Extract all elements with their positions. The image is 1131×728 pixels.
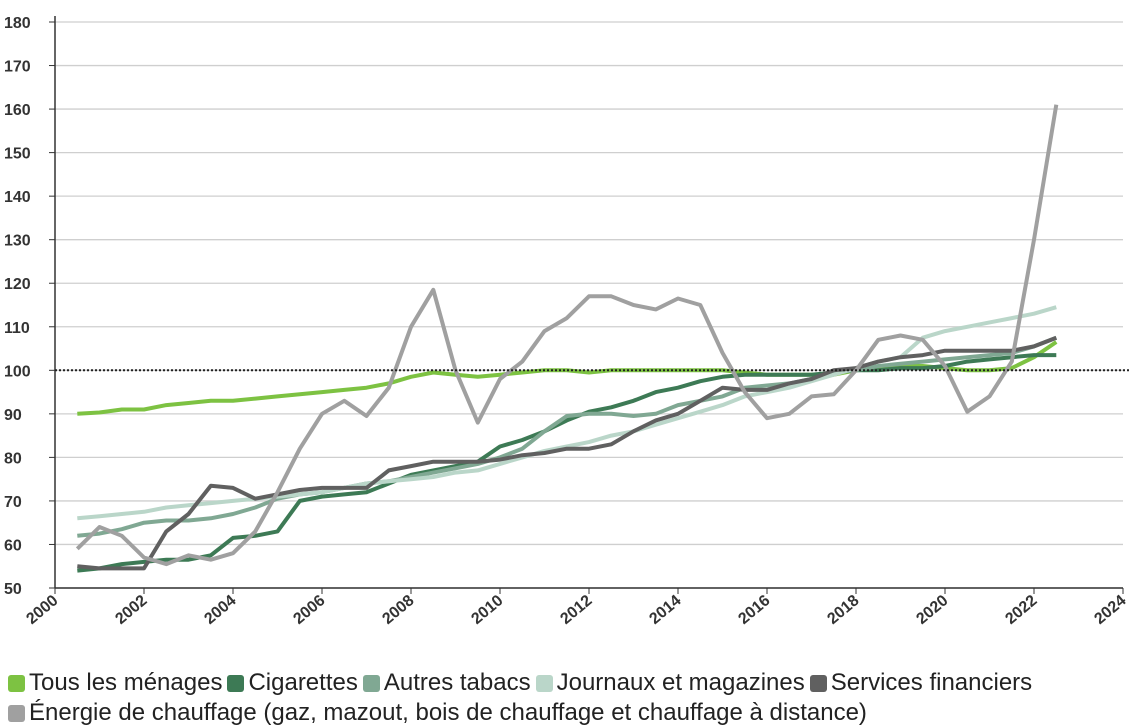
series-line — [75, 104, 1059, 567]
legend-label: Tous les ménages — [29, 669, 223, 696]
series-line — [77, 353, 1057, 573]
legend-item: Autres tabacs — [362, 668, 531, 698]
y-tick-label: 180 — [4, 15, 31, 32]
y-tick-label: 100 — [4, 363, 31, 380]
legend-swatch — [535, 674, 553, 692]
series-line — [77, 340, 1058, 416]
chart: 50 60 70 80 90 100 110 120 130 140 150 160 170 180 200… — [4, 15, 1131, 628]
x-tick-label: 2014 — [646, 592, 684, 628]
x-tick-label: 2016 — [735, 592, 773, 628]
x-tick-label: 2012 — [557, 592, 595, 628]
x-tick-label: 2008 — [379, 592, 417, 628]
legend-item: Énergie de chauffage (gaz, mazout, bois … — [8, 698, 867, 728]
y-tick-label: 150 — [4, 146, 31, 163]
legend-label: Cigarettes — [248, 669, 358, 696]
y-tick-label: 90 — [4, 407, 22, 424]
y-tick-label: 80 — [4, 450, 22, 467]
y-tick-label: 50 — [4, 581, 22, 598]
x-tick-label: 2006 — [290, 592, 328, 628]
y-tick-label: 120 — [4, 276, 31, 293]
y-tick-label: 160 — [4, 102, 31, 119]
x-tick-label: 2024 — [1091, 592, 1129, 628]
y-tick-label: 60 — [4, 537, 22, 554]
legend-swatch — [227, 674, 245, 692]
x-tick-label: 2002 — [112, 592, 150, 628]
legend-swatch — [362, 674, 380, 692]
x-tick-label: 2004 — [201, 592, 239, 628]
legend-label: Autres tabacs — [383, 669, 531, 696]
legend-label: Services financiers — [830, 669, 1033, 696]
x-tick-label: 2000 — [23, 592, 61, 628]
legend-item: Tous les ménages — [8, 668, 222, 698]
x-tick-label: 2022 — [1002, 592, 1040, 628]
series-line — [77, 335, 1058, 571]
legend-item: Journaux et magazines — [535, 668, 805, 698]
x-tick-label: 2020 — [913, 592, 951, 628]
y-tick-label: 170 — [4, 59, 31, 76]
legend-swatch — [809, 674, 827, 692]
x-tick-label: 2010 — [468, 592, 506, 628]
legend-item: Services financiers — [809, 668, 1033, 698]
legend-item: Cigarettes — [227, 668, 358, 698]
legend: Tous les ménages Cigarettes Autres tabacs J… — [8, 668, 1128, 728]
series-line — [77, 335, 1058, 538]
y-tick-label: 140 — [4, 189, 31, 206]
legend-swatch — [8, 674, 25, 692]
y-tick-label: 130 — [4, 233, 31, 250]
legend-label: Énergie de chauffage (gaz, mazout, bois … — [29, 699, 867, 726]
legend-swatch — [8, 704, 25, 722]
y-tick-label: 70 — [4, 494, 22, 511]
y-tick-label: 110 — [4, 320, 30, 337]
legend-label: Journaux et magazines — [556, 669, 805, 696]
x-tick-label: 2018 — [824, 592, 862, 628]
